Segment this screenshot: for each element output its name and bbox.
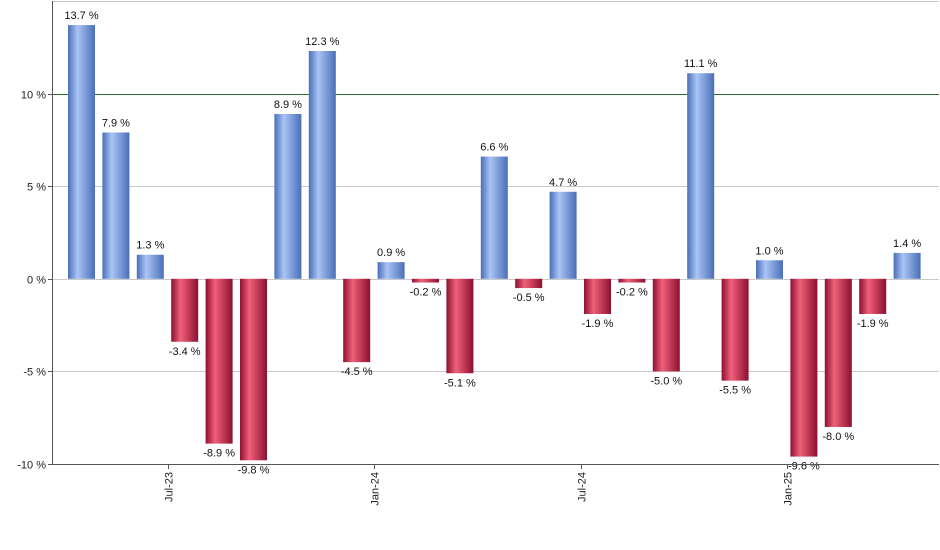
bar-22 xyxy=(824,278,852,427)
bar-label-23: -1.9 % xyxy=(857,318,889,330)
grid-lines xyxy=(52,1,939,465)
bar-6 xyxy=(274,113,302,279)
bar-10 xyxy=(412,278,439,283)
bar-14 xyxy=(549,191,577,279)
bar-15 xyxy=(584,278,611,314)
bar-label-20: 1.0 % xyxy=(755,245,783,257)
bar-1 xyxy=(102,132,130,279)
bar-label-15: -1.9 % xyxy=(582,318,614,330)
bar-24 xyxy=(893,252,921,279)
y-tick-label-0: -10 % xyxy=(17,460,46,472)
bar-label-0: 13.7 % xyxy=(64,10,98,22)
bar-label-12: 6.6 % xyxy=(480,142,508,154)
x-tick-label-1: Jan-24 xyxy=(370,472,382,506)
y-tick-label-1: -5 % xyxy=(23,367,46,379)
bar-label-19: -5.5 % xyxy=(719,385,751,397)
bar-label-8: -4.5 % xyxy=(341,366,373,378)
bar-label-9: 0.9 % xyxy=(377,247,405,259)
y-tick-label-4: 10 % xyxy=(21,90,46,102)
bar-label-18: 11.1 % xyxy=(684,58,718,70)
bar-9 xyxy=(377,262,405,279)
bar-label-21: -9.6 % xyxy=(788,461,820,473)
bar-21 xyxy=(790,278,818,457)
bar-label-5: -9.8 % xyxy=(238,464,270,476)
bar-label-10: -0.2 % xyxy=(410,287,442,299)
bar-13 xyxy=(515,278,543,289)
bar-label-14: 4.7 % xyxy=(549,177,577,189)
bar-label-7: 12.3 % xyxy=(305,36,339,48)
bar-16 xyxy=(618,278,646,283)
bar-label-6: 8.9 % xyxy=(274,99,302,111)
bar-label-3: -3.4 % xyxy=(169,346,201,358)
bar-5 xyxy=(240,278,267,461)
axes: -10 % -5 % 0 % 5 % 10 % Jul-23 Jan-24 Jul-24 Jan… xyxy=(17,1,939,506)
y-tick-label-2: 0 % xyxy=(27,275,46,287)
bars xyxy=(68,25,921,461)
bar-label-22: -8.0 % xyxy=(822,431,854,443)
x-tick-label-2: Jul-24 xyxy=(577,472,589,502)
bar-12 xyxy=(480,156,508,279)
bar-label-1: 7.9 % xyxy=(102,117,130,129)
bar-4 xyxy=(205,278,233,444)
bar-label-17: -5.0 % xyxy=(650,375,682,387)
bar-0 xyxy=(68,25,95,279)
bar-7 xyxy=(308,51,336,279)
bar-label-4: -8.9 % xyxy=(203,448,235,460)
bar-label-2: 1.3 % xyxy=(136,240,164,252)
x-tick-label-3: Jan-25 xyxy=(783,472,795,506)
bar-label-24: 1.4 % xyxy=(893,238,921,250)
bar-20 xyxy=(756,260,783,279)
y-tick-label-3: 5 % xyxy=(27,182,46,194)
x-tick-label-0: Jul-23 xyxy=(164,472,176,502)
bar-label-11: -5.1 % xyxy=(444,377,476,389)
bar-19 xyxy=(721,278,749,381)
bar-3 xyxy=(171,278,199,342)
bar-labels: 13.7 % 7.9 % 1.3 % -3.4 % -8.9 %-9.8 % 8.9 % 1… xyxy=(64,10,921,476)
bar-23 xyxy=(859,278,887,314)
bar-label-16: -0.2 % xyxy=(616,287,648,299)
bar-11 xyxy=(446,278,474,374)
bar-label-13: -0.5 % xyxy=(513,292,545,304)
bar-8 xyxy=(343,278,371,363)
bar-2 xyxy=(136,254,164,279)
bar-17 xyxy=(652,278,680,372)
bar-18 xyxy=(687,73,715,279)
